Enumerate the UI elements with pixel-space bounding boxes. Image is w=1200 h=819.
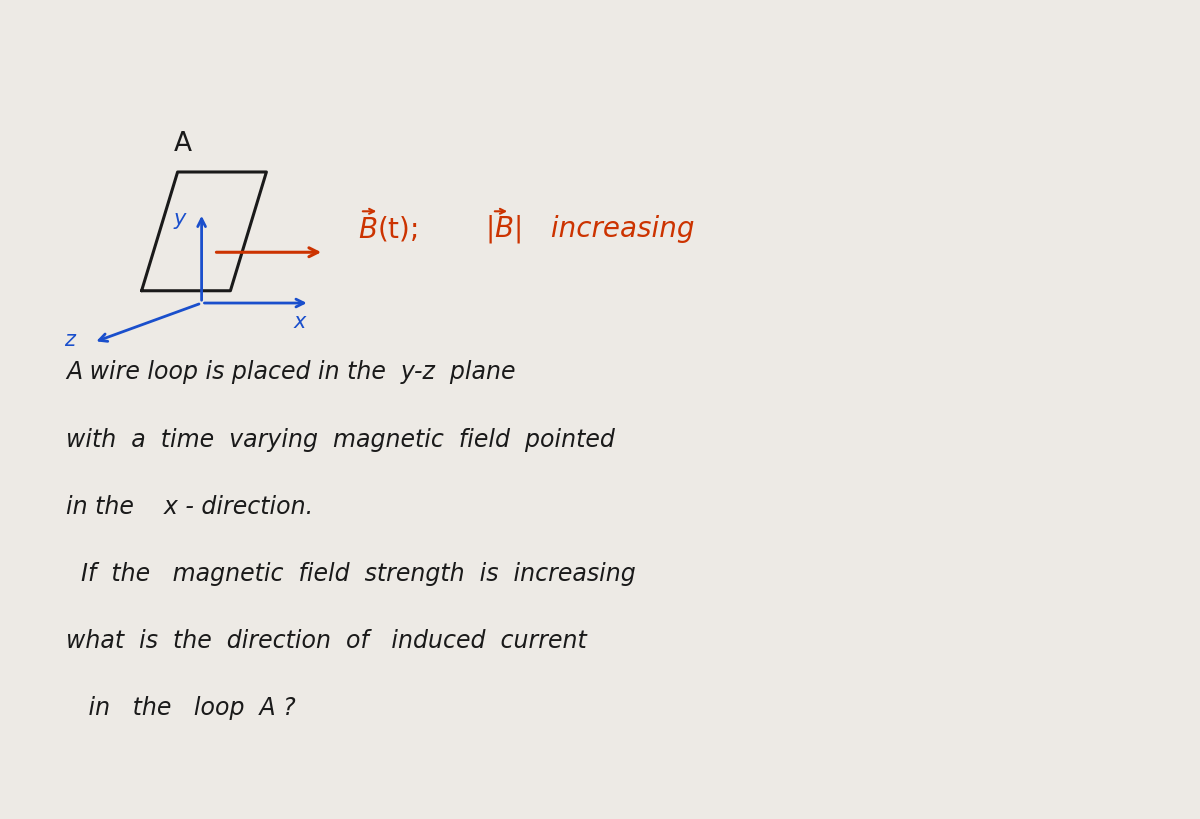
Text: $\mathit{B}$(t);: $\mathit{B}$(t); (358, 215, 418, 244)
Text: in the    x - direction.: in the x - direction. (66, 495, 313, 518)
Text: in   the   loop  A ?: in the loop A ? (66, 696, 295, 720)
Text: x: x (294, 311, 306, 332)
Text: z: z (64, 329, 76, 350)
Text: increasing: increasing (542, 215, 695, 243)
Text: with  a  time  varying  magnetic  field  pointed: with a time varying magnetic field point… (66, 428, 614, 451)
Text: |$\mathit{B}$|: |$\mathit{B}$| (485, 213, 521, 246)
Text: If  the   magnetic  field  strength  is  increasing: If the magnetic field strength is increa… (66, 562, 636, 586)
Text: A: A (174, 131, 192, 157)
Text: what  is  the  direction  of   induced  current: what is the direction of induced current (66, 629, 587, 653)
Text: y: y (174, 209, 186, 229)
Text: A wire loop is placed in the  y-z  plane: A wire loop is placed in the y-z plane (66, 360, 516, 384)
